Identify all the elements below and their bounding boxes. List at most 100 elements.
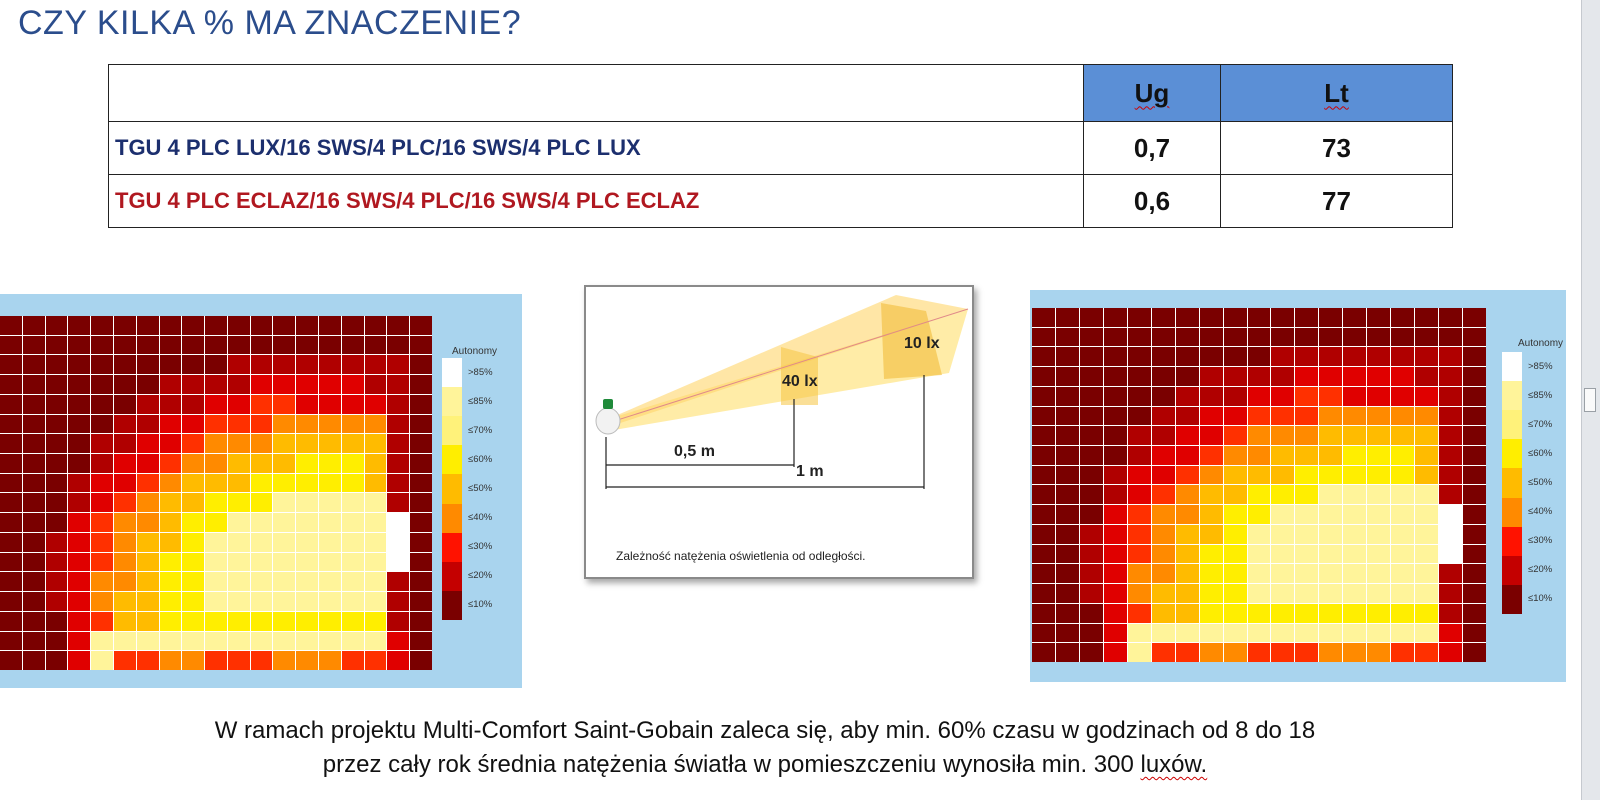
heatmap-cell [364, 611, 387, 631]
heatmap-cell [22, 631, 45, 651]
heatmap-cell [387, 493, 410, 513]
heatmap-cell [113, 434, 136, 454]
heatmap-cell [68, 611, 91, 631]
heatmap-cell [1415, 544, 1439, 564]
heatmap-cell [227, 532, 250, 552]
heatmap-cell [1151, 524, 1175, 544]
heatmap-cell [1271, 643, 1295, 662]
heatmap-cell [68, 552, 91, 572]
label-10lx: 10 lx [904, 335, 940, 352]
heatmap-cell [0, 611, 22, 631]
heatmap-cell [1295, 367, 1319, 386]
heatmap-cell [319, 631, 341, 651]
heatmap-cell [227, 611, 250, 631]
heatmap-cell [1463, 544, 1486, 564]
table-header-lt: Lt [1220, 64, 1453, 122]
heatmap-cell [1055, 446, 1079, 465]
heatmap-cell [1055, 584, 1079, 603]
heatmap-cell [364, 335, 387, 355]
heatmap-cell [22, 592, 45, 611]
heatmap-cell [113, 651, 136, 670]
heatmap-cell [273, 316, 296, 335]
autonomy-legend: >85% ≤85% ≤70% ≤60% ≤50% ≤40% ≤30% ≤20% ≤10% [1502, 352, 1553, 614]
heatmap-cell [273, 454, 296, 473]
heatmap-cell [1295, 465, 1319, 485]
heatmap-cell [387, 316, 410, 335]
heatmap-cell [1055, 524, 1079, 544]
heatmap-cell [1079, 446, 1103, 465]
heatmap-cell [1199, 584, 1223, 603]
heatmap-cell [1223, 544, 1247, 564]
heatmap-cell [227, 454, 250, 473]
heatmap-cell [1079, 623, 1103, 643]
heatmap-cell [1103, 524, 1127, 544]
heatmap-cell [1271, 347, 1295, 367]
heatmap-cell [1175, 465, 1199, 485]
heatmap-cell [68, 473, 91, 493]
heatmap-cell [1343, 347, 1367, 367]
heatmap-cell [1319, 564, 1343, 584]
heatmap-cell [341, 572, 364, 592]
heatmap-cell [1439, 564, 1463, 584]
heatmap-cell [1271, 327, 1295, 347]
heatmap-cell [1247, 426, 1271, 446]
heatmap-cell [136, 454, 159, 473]
heatmap-cell [113, 631, 136, 651]
heatmap-cell [1247, 505, 1271, 524]
heatmap-cell [1415, 623, 1439, 643]
heatmap-cell [0, 532, 22, 552]
heatmap-cell [1247, 544, 1271, 564]
heatmap-cell [1463, 426, 1486, 446]
heatmap-cell [319, 434, 341, 454]
heatmap-cell [1319, 643, 1343, 662]
heatmap-cell [205, 355, 227, 375]
heatmap-cell [45, 414, 68, 434]
heatmap-cell [22, 316, 45, 335]
heatmap-cell [1127, 505, 1151, 524]
heatmap-cell [1223, 524, 1247, 544]
heatmap-cell [45, 611, 68, 631]
heatmap-cell [1032, 544, 1055, 564]
heatmap-cell [1271, 603, 1295, 623]
heatmap-cell [250, 335, 273, 355]
heatmap-cell [296, 592, 319, 611]
heatmap-cell [227, 651, 250, 670]
heatmap-cell [273, 513, 296, 532]
heatmap-cell [387, 375, 410, 394]
heatmap-cell [227, 316, 250, 335]
heatmap-cell [0, 552, 22, 572]
heatmap-cell [273, 611, 296, 631]
legend-swatch [442, 561, 462, 591]
heatmap-cell [1151, 465, 1175, 485]
heatmap-cell [1103, 584, 1127, 603]
heatmap-cell [1247, 367, 1271, 386]
heatmap-cell [22, 394, 45, 414]
scroll-handle[interactable] [1584, 388, 1596, 412]
legend-swatch [1502, 352, 1522, 382]
heatmap-cell [296, 473, 319, 493]
heatmap-cell [68, 631, 91, 651]
heatmap-cell [319, 513, 341, 532]
heatmap-cell [296, 414, 319, 434]
heatmap-cell [1295, 446, 1319, 465]
heatmap-cell [410, 592, 432, 611]
heatmap-cell [0, 375, 22, 394]
left-autonomy-heatmap [0, 316, 432, 670]
heatmap-cell [273, 355, 296, 375]
heatmap-cell [1463, 485, 1486, 505]
heatmap-cell [1127, 584, 1151, 603]
heatmap-cell [68, 532, 91, 552]
heatmap-cell [1439, 584, 1463, 603]
heatmap-cell [319, 552, 341, 572]
heatmap-cell [1343, 524, 1367, 544]
heatmap-cell [1391, 446, 1415, 465]
heatmap-cell [1175, 505, 1199, 524]
heatmap-cell [182, 394, 205, 414]
heatmap-cell [91, 375, 113, 394]
heatmap-cell [1247, 623, 1271, 643]
heatmap-cell [1103, 347, 1127, 367]
heatmap-cell [205, 592, 227, 611]
heatmap-cell [22, 552, 45, 572]
heatmap-cell [205, 335, 227, 355]
heatmap-cell [387, 651, 410, 670]
